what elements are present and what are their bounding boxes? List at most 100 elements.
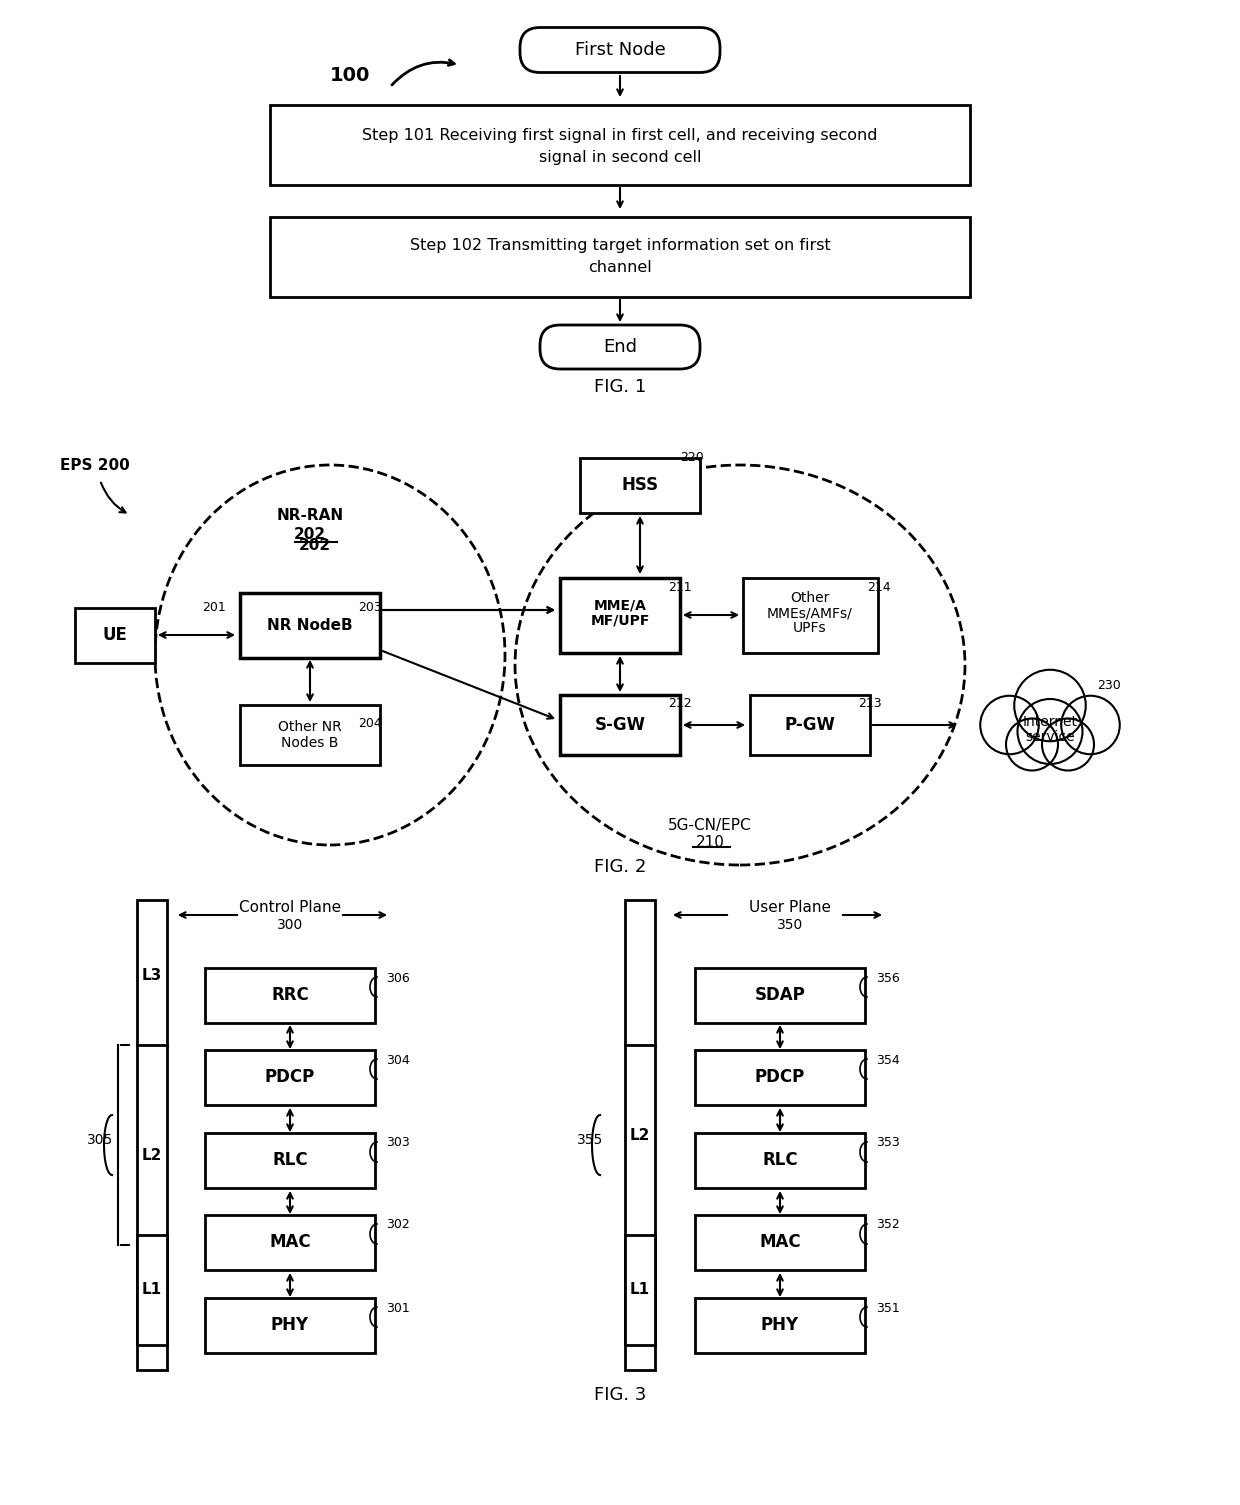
Text: Other NR: Other NR bbox=[278, 719, 342, 734]
Text: HSS: HSS bbox=[621, 476, 658, 494]
Text: P-GW: P-GW bbox=[785, 716, 836, 734]
Bar bbox=[694, 1049, 866, 1105]
Text: FIG. 3: FIG. 3 bbox=[594, 1386, 646, 1404]
Circle shape bbox=[1018, 698, 1083, 765]
Text: PHY: PHY bbox=[761, 1315, 799, 1333]
Text: MAC: MAC bbox=[759, 1233, 801, 1251]
Text: UPFs: UPFs bbox=[794, 622, 827, 635]
Text: RLC: RLC bbox=[273, 1151, 308, 1169]
Text: RRC: RRC bbox=[272, 986, 309, 1004]
Text: PHY: PHY bbox=[270, 1315, 309, 1333]
Bar bbox=[241, 593, 379, 658]
Text: L2: L2 bbox=[141, 1147, 162, 1162]
Bar bbox=[625, 900, 655, 1370]
Text: 300: 300 bbox=[277, 918, 303, 932]
Text: FIG. 1: FIG. 1 bbox=[594, 378, 646, 396]
Text: service: service bbox=[1025, 730, 1075, 743]
Text: 5G-CN/EPC: 5G-CN/EPC bbox=[668, 817, 751, 832]
Bar bbox=[205, 1132, 374, 1187]
Text: 302: 302 bbox=[386, 1219, 409, 1231]
Bar bbox=[560, 695, 680, 756]
Text: MME/A: MME/A bbox=[594, 597, 646, 613]
Bar bbox=[270, 105, 970, 185]
Bar bbox=[560, 578, 680, 653]
Text: 304: 304 bbox=[386, 1054, 409, 1067]
Bar bbox=[136, 1236, 167, 1345]
Text: 220: 220 bbox=[680, 450, 704, 464]
Text: 353: 353 bbox=[875, 1136, 900, 1150]
Text: MAC: MAC bbox=[269, 1233, 311, 1251]
Text: User Plane: User Plane bbox=[749, 900, 831, 915]
Text: UE: UE bbox=[103, 626, 128, 644]
Text: MF/UPF: MF/UPF bbox=[590, 613, 650, 628]
Text: 301: 301 bbox=[386, 1302, 409, 1314]
Text: 201: 201 bbox=[202, 600, 226, 614]
Text: Step 102 Transmitting target information set on first: Step 102 Transmitting target information… bbox=[409, 238, 831, 253]
Text: Other: Other bbox=[790, 591, 830, 605]
Text: 100: 100 bbox=[330, 66, 371, 84]
Circle shape bbox=[981, 695, 1039, 754]
Bar bbox=[205, 1049, 374, 1105]
Bar bbox=[694, 1132, 866, 1187]
Text: FIG. 2: FIG. 2 bbox=[594, 858, 646, 876]
Bar bbox=[580, 458, 701, 513]
Text: 210: 210 bbox=[696, 834, 724, 849]
Text: 230: 230 bbox=[1097, 679, 1121, 691]
Text: 211: 211 bbox=[668, 581, 692, 593]
Circle shape bbox=[1042, 718, 1094, 771]
Text: S-GW: S-GW bbox=[594, 716, 646, 734]
Text: signal in second cell: signal in second cell bbox=[538, 149, 702, 164]
Text: NR NodeB: NR NodeB bbox=[267, 617, 353, 632]
Text: 212: 212 bbox=[668, 697, 692, 709]
Bar bbox=[750, 695, 870, 756]
Text: 303: 303 bbox=[386, 1136, 409, 1150]
Text: SDAP: SDAP bbox=[755, 986, 805, 1004]
Text: 204: 204 bbox=[358, 716, 382, 730]
Bar bbox=[694, 1297, 866, 1353]
Text: 350: 350 bbox=[777, 918, 804, 932]
Text: End: End bbox=[603, 339, 637, 357]
Bar bbox=[694, 1215, 866, 1270]
Text: Control Plane: Control Plane bbox=[239, 900, 341, 915]
Text: L1: L1 bbox=[630, 1282, 650, 1297]
Text: 355: 355 bbox=[577, 1133, 603, 1147]
Text: 356: 356 bbox=[875, 972, 900, 984]
Bar bbox=[74, 608, 155, 662]
Text: Nodes B: Nodes B bbox=[281, 736, 339, 749]
Text: 305: 305 bbox=[87, 1133, 113, 1147]
Bar bbox=[205, 968, 374, 1022]
Bar bbox=[205, 1297, 374, 1353]
Text: Step 101 Receiving first signal in first cell, and receiving second: Step 101 Receiving first signal in first… bbox=[362, 128, 878, 143]
Circle shape bbox=[1061, 695, 1120, 754]
Text: 214: 214 bbox=[867, 581, 890, 593]
Text: 203: 203 bbox=[358, 600, 382, 614]
Text: 202: 202 bbox=[299, 537, 331, 552]
Text: 306: 306 bbox=[386, 972, 409, 984]
Text: 213: 213 bbox=[858, 697, 882, 709]
Text: First Node: First Node bbox=[574, 41, 666, 59]
Bar bbox=[694, 968, 866, 1022]
Text: 351: 351 bbox=[875, 1302, 900, 1314]
Bar bbox=[241, 704, 379, 765]
Circle shape bbox=[1006, 718, 1058, 771]
FancyBboxPatch shape bbox=[539, 325, 701, 369]
Text: EPS 200: EPS 200 bbox=[60, 458, 130, 473]
Bar bbox=[625, 1236, 655, 1345]
Bar bbox=[270, 217, 970, 296]
Text: 354: 354 bbox=[875, 1054, 900, 1067]
Text: L2: L2 bbox=[630, 1127, 650, 1142]
Text: NR-RAN: NR-RAN bbox=[277, 507, 343, 522]
Text: L1: L1 bbox=[141, 1282, 162, 1297]
Text: channel: channel bbox=[588, 259, 652, 274]
FancyBboxPatch shape bbox=[520, 27, 720, 72]
Text: 2̲0̲2̲: 2̲0̲2̲ bbox=[294, 527, 326, 543]
Text: MMEs/AMFs/: MMEs/AMFs/ bbox=[768, 607, 853, 620]
Text: 352: 352 bbox=[875, 1219, 900, 1231]
Text: RLC: RLC bbox=[763, 1151, 797, 1169]
Text: Internet: Internet bbox=[1023, 715, 1078, 728]
Text: PDCP: PDCP bbox=[265, 1069, 315, 1087]
Text: PDCP: PDCP bbox=[755, 1069, 805, 1087]
Bar bbox=[136, 900, 167, 1370]
Circle shape bbox=[1014, 670, 1086, 742]
Bar bbox=[743, 578, 878, 653]
